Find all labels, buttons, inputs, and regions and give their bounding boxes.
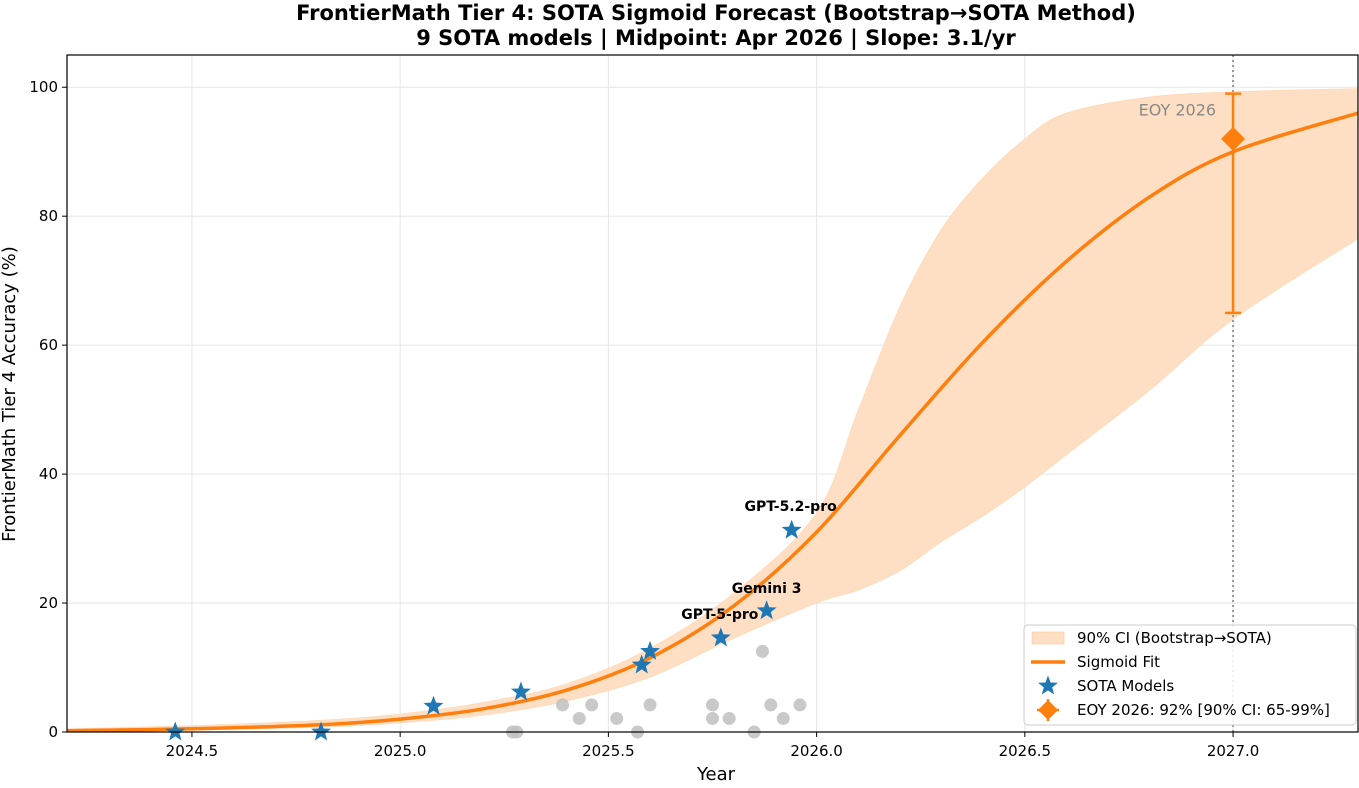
legend-label-eoy: EOY 2026: 92% [90% CI: 65-99%] — [1077, 701, 1330, 719]
y-tick-label: 20 — [39, 594, 58, 612]
sota-model-star — [311, 721, 332, 741]
x-tick-label: 2024.5 — [166, 742, 219, 760]
other-model-point — [572, 711, 586, 725]
x-tick-label: 2026.5 — [999, 742, 1052, 760]
y-tick-label: 100 — [29, 78, 58, 96]
sota-model-star — [756, 600, 777, 620]
sota-model-star — [510, 681, 531, 701]
chart-title-line2: 9 SOTA models | Midpoint: Apr 2026 | Slo… — [416, 26, 1016, 51]
chart-title-line1: FrontierMath Tier 4: SOTA Sigmoid Foreca… — [296, 1, 1136, 25]
axes: 2024.5 2025.0 2025.5 2026.0 2026.5 2027.0 0 20 4… — [29, 54, 1359, 760]
sota-model-star — [781, 519, 802, 539]
other-model-point — [643, 698, 657, 712]
ci-band — [66, 88, 1359, 732]
eoy-marker: EOY 2026 — [1139, 55, 1246, 732]
legend: 90% CI (Bootstrap→SOTA) Sigmoid Fit SOTA M… — [1023, 624, 1357, 726]
other-model-point — [755, 644, 769, 658]
eoy-diamond — [1221, 126, 1246, 151]
other-model-point — [610, 711, 624, 725]
y-tick-label: 0 — [48, 723, 58, 741]
x-tick-label: 2027.0 — [1207, 742, 1260, 760]
x-tick-label: 2025.0 — [374, 742, 427, 760]
other-model-point — [776, 711, 790, 725]
legend-box — [1023, 624, 1357, 726]
sota-model-star — [423, 695, 444, 715]
sota-models — [165, 519, 802, 741]
legend-swatch-sota — [1038, 675, 1058, 695]
sota-model-star — [165, 721, 186, 741]
sota-model-annotation: GPT-5-pro — [681, 607, 759, 623]
other-model-point — [706, 711, 719, 725]
other-model-point — [706, 698, 719, 712]
sota-model-annotation: Gemini 3 — [732, 581, 802, 597]
sota-model-star — [710, 627, 731, 647]
eoy-label: EOY 2026 — [1139, 101, 1216, 120]
x-tick-label: 2025.5 — [582, 742, 635, 760]
sota-model-star — [631, 654, 652, 674]
plot-frame — [66, 54, 1359, 733]
ci-band-area — [66, 88, 1359, 732]
other-model-point — [793, 698, 807, 712]
sota-model-star — [640, 640, 661, 660]
sigmoid-fit-line — [66, 111, 1359, 733]
y-axis-label: FrontierMath Tier 4 Accuracy (%) — [0, 246, 20, 542]
legend-label-ci: 90% CI (Bootstrap→SOTA) — [1077, 629, 1272, 647]
other-model-point — [722, 711, 736, 725]
y-tick-label: 80 — [39, 207, 58, 225]
y-tick-label: 40 — [39, 465, 58, 483]
sigmoid-fit — [66, 111, 1359, 733]
x-tick-label: 2026.0 — [790, 742, 843, 760]
legend-label-sota: SOTA Models — [1077, 677, 1174, 695]
y-tick-label: 60 — [39, 336, 58, 354]
legend-swatch-eoy — [1038, 700, 1058, 720]
other-model-point — [585, 698, 599, 712]
legend-label-fit: Sigmoid Fit — [1077, 653, 1160, 671]
legend-swatch-ci — [1031, 631, 1065, 645]
annotations: GPT-5-pro Gemini 3 GPT-5.2-pro — [681, 499, 837, 623]
sota-model-annotation: GPT-5.2-pro — [745, 499, 838, 515]
other-model-point — [764, 698, 778, 712]
x-axis-label: Year — [696, 764, 736, 785]
other-model-point — [556, 698, 570, 712]
